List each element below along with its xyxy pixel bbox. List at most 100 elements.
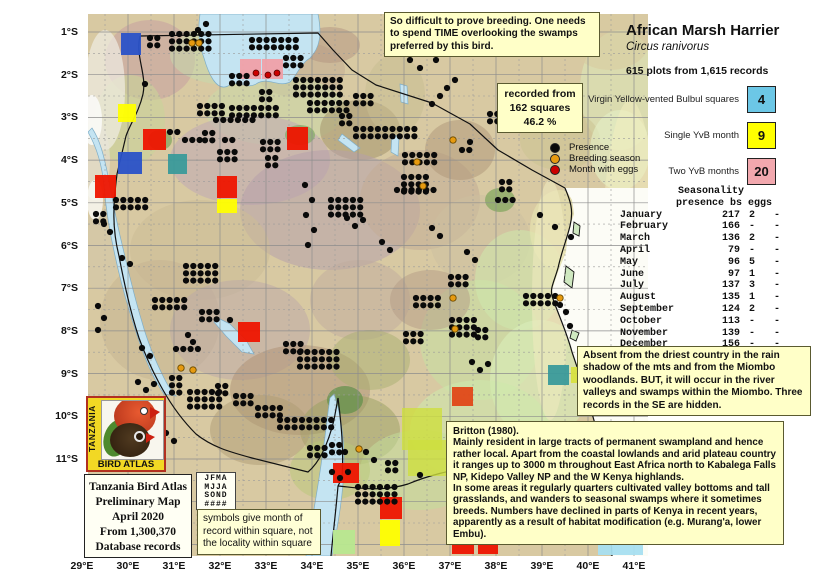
legend-dot-icon [550, 153, 560, 164]
seasonality-title: Seasonality [678, 186, 745, 197]
seasonality-cell: - [773, 256, 780, 268]
seasonality-table: Seasonality presence bs eggs January 217 2… [620, 186, 800, 351]
species-title: African Marsh Harrier [626, 22, 780, 39]
seasonality-cell: - [773, 327, 780, 339]
seasonality-cell: 137 [721, 280, 740, 292]
seasonality-header: presence bs eggs [676, 197, 773, 209]
month-grid-row: JFMA [204, 474, 228, 483]
seasonality-cell: 5 [748, 256, 755, 268]
seasonality-cell: 113 [721, 315, 740, 327]
logo-bottom-text: BIRD ATLAS [97, 459, 155, 470]
month-grid-row: #### [204, 499, 228, 509]
lat-tick-label: 2°S [60, 68, 78, 81]
legend-row: Virgin Yellow-vented Bulbul squares 4 [576, 85, 776, 113]
map-legend-label: Breeding season [569, 153, 641, 164]
bird-eye [140, 407, 148, 415]
legend-row-label: Two YvB months [668, 165, 739, 177]
species-latin-name: Circus ranivorus [626, 41, 710, 53]
seasonality-cell: - [773, 280, 780, 292]
seasonality-cell: - [748, 339, 755, 351]
record-dots [92, 20, 575, 505]
seasonality-cell: - [773, 233, 780, 245]
seasonality-cell: - [773, 292, 780, 304]
seasonality-row: April 79- - [620, 245, 800, 257]
seasonality-cell: - [773, 339, 780, 351]
seasonality-cell: - [773, 244, 780, 256]
map-legend-label: Month with eggs [569, 164, 639, 175]
seasonality-cell: 3 [748, 280, 755, 292]
seasonality-cell: March [620, 233, 651, 245]
lat-tick-label: 8°S [60, 324, 78, 337]
legend-row: Single YvB month 9 [576, 121, 776, 149]
seasonality-cell: 97 [727, 268, 740, 280]
lat-tick-label: 5°S [60, 196, 78, 209]
lon-tick-label: 29°E [70, 560, 94, 572]
note-britton-1980: Britton (1980). Mainly resident in large… [446, 421, 784, 546]
legend-row-label: Virgin Yellow-vented Bulbul squares [588, 93, 739, 105]
map-legend-label: Presence [569, 142, 610, 153]
seasonality-row: September 124 2 - [620, 304, 800, 316]
seasonality-cell: - [748, 315, 755, 327]
map-legend-row: Month with eggs [550, 164, 640, 175]
lon-tick-label: 40°E [576, 560, 600, 572]
lake-rukwa [213, 317, 255, 355]
bird-eye [134, 431, 145, 442]
credit-line: April 2020 [111, 511, 165, 523]
month-grid-row: SOND [204, 491, 228, 500]
seasonality-cell: - [773, 221, 780, 233]
legend-count-box: 20 [747, 157, 776, 185]
seasonality-row: March 136 2 - [620, 233, 800, 245]
lat-tick-label: 6°S [60, 239, 78, 252]
seasonality-cell: 2 [748, 303, 755, 315]
seasonality-row: August 135 1 - [620, 292, 800, 304]
seasonality-row: October 113- - [620, 316, 800, 328]
seasonality-cell: 2 [748, 209, 755, 221]
seasonality-cell: - [748, 244, 755, 256]
seasonality-cell: 2 [748, 233, 755, 245]
lon-tick-label: 31°E [162, 560, 186, 572]
credit-line: Preliminary Map [95, 496, 181, 508]
title-block: African Marsh Harrier Circus ranivorus 6… [626, 22, 816, 77]
recorded-squares-box: recorded from 162 squares 46.2 % [497, 83, 583, 133]
seasonality-cell: - [748, 327, 755, 339]
lon-tick-label: 30°E [116, 560, 140, 572]
atlas-credit-box: Tanzania Bird Atlas Preliminary Map April … [84, 474, 192, 558]
lat-tick-label: 4°S [60, 154, 78, 167]
credit-line: Tanzania Bird Atlas [89, 481, 187, 493]
logo-vertical-text: TANZANIA [87, 405, 97, 453]
seasonality-cell: 217 [721, 209, 740, 221]
seasonality-cell: August [620, 292, 657, 304]
legend-dot-icon [550, 164, 560, 175]
seasonality-cell: 136 [721, 233, 740, 245]
map-legend-row: Presence [550, 142, 640, 153]
lat-tick-label: 7°S [60, 282, 78, 295]
seasonality-cell: November [620, 327, 669, 339]
islands [563, 221, 581, 342]
seasonality-cell: - [748, 221, 755, 233]
seasonality-row: July 137 3 - [620, 280, 800, 292]
lon-tick-label: 34°E [300, 560, 324, 572]
bird-head-dark [110, 423, 150, 457]
seasonality-row: June 97 1 - [620, 269, 800, 281]
seasonality-row: December 156- - [620, 339, 800, 351]
lon-tick-label: 36°E [392, 560, 416, 572]
seasonality-cell: May [620, 256, 639, 268]
map-symbol-legend: Presence Breeding season Month with eggs [550, 142, 640, 175]
lon-tick-label: 41°E [622, 560, 646, 572]
seasonality-cell: April [620, 244, 651, 256]
seasonality-cell: 1 [748, 292, 755, 304]
seasonality-row: February 166- - [620, 221, 800, 233]
lovebirds-illustration [101, 400, 164, 460]
bird-beak [146, 433, 155, 443]
lon-tick-label: 35°E [346, 560, 370, 572]
pemba-island [572, 221, 581, 237]
seasonality-cell: 156 [721, 339, 740, 351]
credit-line: From 1,300,370 [99, 526, 177, 538]
lat-tick-label: 3°S [60, 111, 78, 124]
seasonality-row: January 217 2 - [620, 210, 800, 222]
seasonality-cell: October [620, 315, 663, 327]
lat-tick-label: 11°S [55, 453, 78, 465]
legend-dot-icon [550, 142, 560, 153]
seasonality-row: May 96 5 - [620, 257, 800, 269]
